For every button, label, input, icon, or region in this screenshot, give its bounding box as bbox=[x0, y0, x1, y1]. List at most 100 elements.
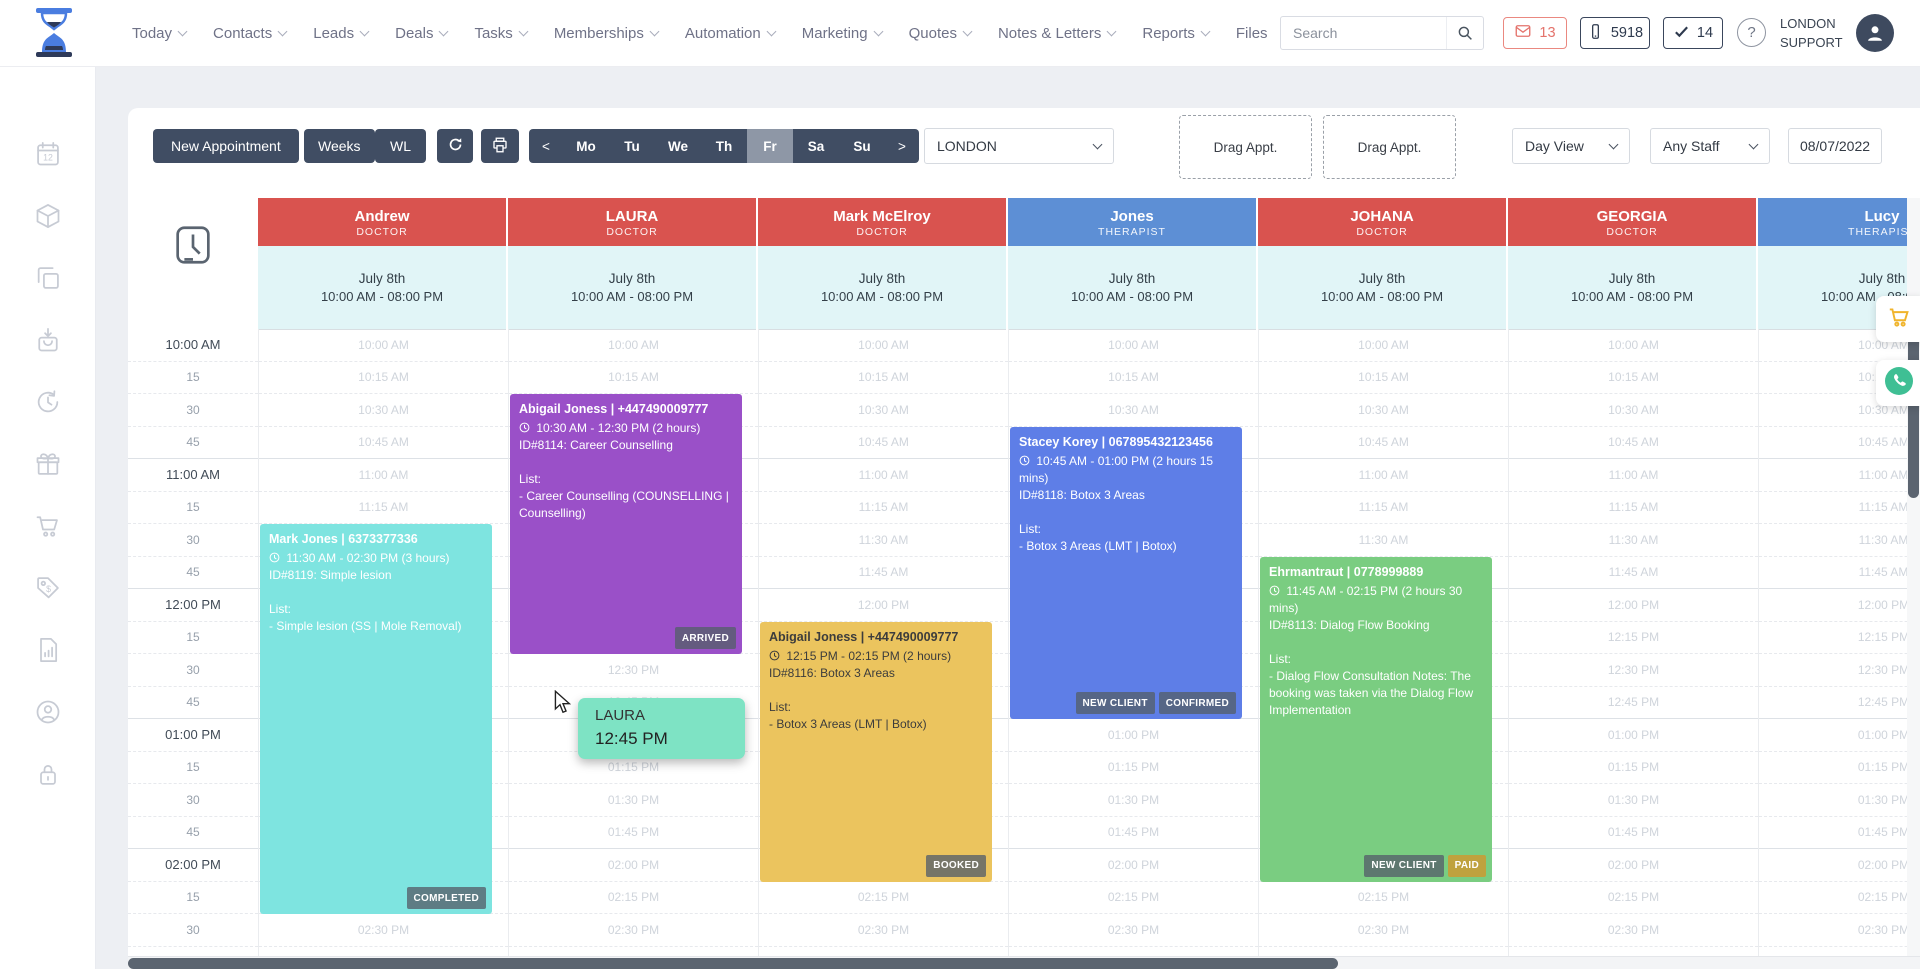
staff-column-header-lucy[interactable]: Lucy THERAPIST bbox=[1758, 198, 1920, 246]
view-select[interactable]: Day View bbox=[1512, 128, 1630, 164]
nav-item-files[interactable]: Files bbox=[1236, 25, 1268, 42]
time-slot[interactable]: 02:15 PM bbox=[1509, 882, 1758, 914]
time-slot[interactable]: 10:00 AM bbox=[1509, 329, 1758, 362]
time-slot[interactable]: 02:15 PM bbox=[759, 882, 1008, 914]
day-button-tu[interactable]: Tu bbox=[624, 138, 640, 154]
time-slot[interactable]: 12:15 PM bbox=[1509, 622, 1758, 654]
time-slot[interactable]: 01:15 PM bbox=[1509, 752, 1758, 784]
refresh-button[interactable] bbox=[437, 129, 473, 163]
shop-cart-button[interactable] bbox=[1876, 296, 1920, 342]
new-appointment-button[interactable]: New Appointment bbox=[153, 129, 299, 163]
staff-column-header-georgia[interactable]: GEORGIA DOCTOR bbox=[1508, 198, 1756, 246]
vertical-scrollbar-thumb[interactable] bbox=[1908, 328, 1919, 498]
time-slot[interactable]: 11:30 AM bbox=[1509, 524, 1758, 557]
weeks-button[interactable]: Weeks bbox=[304, 129, 375, 163]
time-slot[interactable]: 01:15 PM bbox=[1009, 752, 1258, 784]
time-slot[interactable]: 02:30 PM bbox=[1509, 914, 1758, 947]
time-slot[interactable]: 01:30 PM bbox=[1509, 784, 1758, 817]
time-slot[interactable]: 10:00 AM bbox=[1259, 329, 1508, 362]
time-slot[interactable]: 10:00 AM bbox=[759, 329, 1008, 362]
time-slot[interactable]: 12:45 PM bbox=[1509, 687, 1758, 719]
time-slot[interactable]: 10:30 AM bbox=[1759, 394, 1920, 427]
time-slot[interactable]: 11:15 AM bbox=[759, 492, 1008, 524]
package-icon[interactable] bbox=[34, 202, 62, 230]
time-slot[interactable]: 01:45 PM bbox=[509, 817, 758, 849]
tag-icon[interactable]: $ bbox=[34, 574, 62, 602]
time-slot[interactable]: 01:45 PM bbox=[1009, 817, 1258, 849]
time-slot[interactable]: 02:30 PM bbox=[1759, 914, 1920, 947]
gift-icon[interactable] bbox=[34, 450, 62, 478]
time-slot[interactable]: 02:00 PM bbox=[1759, 849, 1920, 882]
nav-item-marketing[interactable]: Marketing bbox=[802, 25, 884, 42]
nav-item-automation[interactable]: Automation bbox=[685, 25, 777, 42]
time-slot[interactable]: 11:00 AM bbox=[1509, 459, 1758, 492]
time-slot[interactable]: 11:45 AM bbox=[1509, 557, 1758, 589]
time-slot[interactable]: 11:00 AM bbox=[1259, 459, 1508, 492]
time-slot[interactable]: 01:30 PM bbox=[1759, 784, 1920, 817]
staff-column-header-mark-mcelroy[interactable]: Mark McElroy DOCTOR bbox=[758, 198, 1006, 246]
nav-item-contacts[interactable]: Contacts bbox=[213, 25, 288, 42]
appointment-block[interactable]: Ehrmantraut | 0778999889 11:45 AM - 02:1… bbox=[1260, 556, 1492, 882]
time-slot[interactable]: 10:00 AM bbox=[509, 329, 758, 362]
time-slot[interactable]: 02:30 PM bbox=[259, 914, 508, 947]
time-slot[interactable]: 11:30 AM bbox=[1259, 524, 1508, 557]
time-slot[interactable]: 01:15 PM bbox=[1759, 752, 1920, 784]
help-button[interactable]: ? bbox=[1737, 18, 1766, 47]
time-slot[interactable]: 02:30 PM bbox=[1259, 914, 1508, 947]
day-button-we[interactable]: We bbox=[667, 138, 688, 154]
day-button-th[interactable]: Th bbox=[715, 138, 733, 154]
lock-icon[interactable] bbox=[34, 760, 62, 788]
drag-appointment-slot-1[interactable]: Drag Appt. bbox=[1179, 115, 1312, 179]
time-slot[interactable]: 10:15 AM bbox=[509, 362, 758, 394]
time-slot[interactable]: 12:30 PM bbox=[509, 654, 758, 687]
nav-item-tasks[interactable]: Tasks bbox=[474, 25, 529, 42]
copy-icon[interactable] bbox=[34, 264, 62, 292]
prev-week-button[interactable]: < bbox=[542, 138, 550, 154]
time-slot[interactable]: 01:00 PM bbox=[1759, 719, 1920, 752]
nav-item-memberships[interactable]: Memberships bbox=[554, 25, 660, 42]
time-slot[interactable]: 10:30 AM bbox=[759, 394, 1008, 427]
tasks-badge[interactable]: 14 bbox=[1663, 17, 1723, 49]
time-slot[interactable]: 10:45 AM bbox=[1759, 427, 1920, 459]
time-slot[interactable]: 01:45 PM bbox=[1759, 817, 1920, 849]
time-slot[interactable]: 12:45 PM bbox=[1759, 687, 1920, 719]
time-slot[interactable]: 10:30 AM bbox=[1009, 394, 1258, 427]
time-slot[interactable]: 10:15 AM bbox=[759, 362, 1008, 394]
account-icon[interactable] bbox=[34, 698, 62, 726]
time-slot[interactable]: 12:15 PM bbox=[1759, 622, 1920, 654]
next-week-button[interactable]: > bbox=[898, 138, 906, 154]
time-slot[interactable]: 02:00 PM bbox=[1009, 849, 1258, 882]
time-slot[interactable]: 12:30 PM bbox=[1759, 654, 1920, 687]
bag-icon[interactable] bbox=[34, 326, 62, 354]
time-slot[interactable]: 11:15 AM bbox=[259, 492, 508, 524]
date-picker[interactable]: 08/07/2022 bbox=[1788, 128, 1882, 164]
time-slot[interactable]: 10:30 AM bbox=[1509, 394, 1758, 427]
nav-item-deals[interactable]: Deals bbox=[395, 25, 449, 42]
time-slot[interactable]: 02:00 PM bbox=[1509, 849, 1758, 882]
nav-item-today[interactable]: Today bbox=[132, 25, 188, 42]
time-slot[interactable]: 10:15 AM bbox=[1509, 362, 1758, 394]
time-slot[interactable]: 11:00 AM bbox=[1759, 459, 1920, 492]
staff-column-header-johana[interactable]: JOHANA DOCTOR bbox=[1258, 198, 1506, 246]
time-slot[interactable]: 10:45 AM bbox=[1259, 427, 1508, 459]
nav-item-leads[interactable]: Leads bbox=[313, 25, 370, 42]
time-slot[interactable]: 10:00 AM bbox=[259, 329, 508, 362]
horizontal-scrollbar-thumb[interactable] bbox=[128, 958, 1338, 969]
location-select[interactable]: LONDON bbox=[924, 128, 1114, 164]
search-input[interactable] bbox=[1281, 17, 1446, 49]
time-slot[interactable]: 01:30 PM bbox=[1009, 784, 1258, 817]
time-slot[interactable]: 10:45 AM bbox=[759, 427, 1008, 459]
time-slot[interactable]: 10:15 AM bbox=[1009, 362, 1258, 394]
search-icon[interactable] bbox=[1446, 17, 1483, 49]
time-slot[interactable]: 02:15 PM bbox=[1259, 882, 1508, 914]
time-slot[interactable]: 01:45 PM bbox=[1509, 817, 1758, 849]
day-button-su[interactable]: Su bbox=[853, 138, 871, 154]
day-button-sa[interactable]: Sa bbox=[807, 138, 825, 154]
time-slot[interactable]: 02:15 PM bbox=[1009, 882, 1258, 914]
avatar[interactable] bbox=[1856, 14, 1894, 52]
time-slot[interactable]: 02:30 PM bbox=[759, 914, 1008, 947]
drag-appointment-slot-2[interactable]: Drag Appt. bbox=[1323, 115, 1456, 179]
time-slot[interactable]: 01:30 PM bbox=[509, 784, 758, 817]
history-icon[interactable] bbox=[34, 388, 62, 416]
calls-badge[interactable]: 5918 bbox=[1580, 17, 1650, 49]
